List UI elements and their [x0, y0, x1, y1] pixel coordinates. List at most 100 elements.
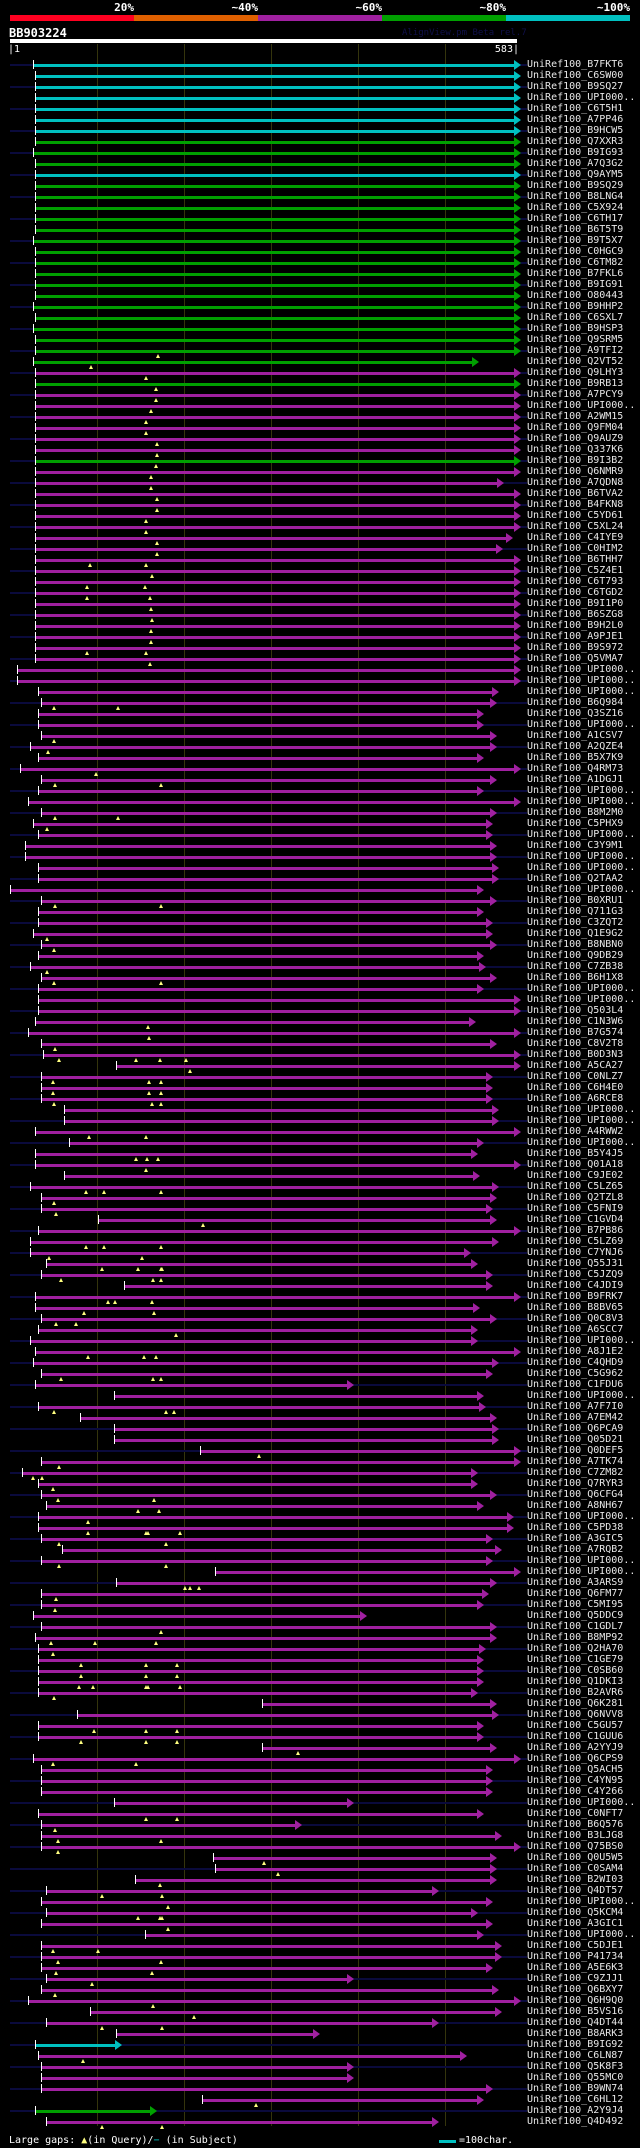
alignment-bar[interactable] [42, 1197, 491, 1200]
hit-label[interactable]: UniRef100_UPI000.. [527, 862, 636, 873]
hit-label[interactable]: UniRef100_UPI000.. [527, 1929, 636, 1940]
hit-label[interactable]: UniRef100_Q6K281 [527, 1698, 624, 1709]
alignment-bar[interactable] [34, 361, 473, 364]
alignment-bar[interactable] [36, 130, 516, 133]
hit-label[interactable]: UniRef100_A8J1E2 [527, 1346, 624, 1357]
alignment-bar[interactable] [30, 1340, 472, 1343]
hit-label[interactable]: UniRef100_C0SB60 [527, 1665, 624, 1676]
hit-label[interactable]: UniRef100_A3GIC1 [527, 1918, 624, 1929]
hit-label[interactable]: UniRef100_C6LN87 [527, 2050, 624, 2061]
hit-label[interactable]: UniRef100_Q9DB29 [527, 950, 624, 961]
alignment-bar[interactable] [38, 724, 478, 727]
alignment-bar[interactable] [36, 119, 516, 122]
alignment-bar[interactable] [42, 1967, 488, 1970]
hit-label[interactable]: UniRef100_C4QHD9 [527, 1357, 624, 1368]
alignment-bar[interactable] [38, 1736, 478, 1739]
hit-label[interactable]: UniRef100_Q6BXY7 [527, 1984, 624, 1995]
alignment-bar[interactable] [38, 878, 493, 881]
hit-label[interactable]: UniRef100_UPI000.. [527, 983, 636, 994]
hit-label[interactable]: UniRef100_UPI000.. [527, 92, 636, 103]
alignment-bar[interactable] [38, 1681, 478, 1684]
hit-label[interactable]: UniRef100_UPI000.. [527, 719, 636, 730]
hit-label[interactable]: UniRef100_B9S972 [527, 642, 624, 653]
hit-label[interactable]: UniRef100_Q1DKI3 [527, 1676, 624, 1687]
alignment-bar[interactable] [42, 735, 491, 738]
alignment-bar[interactable] [36, 526, 516, 529]
hit-label[interactable]: UniRef100_C3ZQT2 [527, 917, 624, 928]
hit-label[interactable]: UniRef100_B8BV65 [527, 1302, 624, 1313]
hit-label[interactable]: UniRef100_A1DGJ1 [527, 774, 624, 785]
alignment-bar[interactable] [117, 2033, 315, 2036]
hit-label[interactable]: UniRef100_Q5VMA7 [527, 653, 624, 664]
hit-label[interactable]: UniRef100_C1GVD4 [527, 1214, 624, 1225]
hit-label[interactable]: UniRef100_B9HCW5 [527, 125, 624, 136]
hit-label[interactable]: UniRef100_C5FNI9 [527, 1203, 624, 1214]
hit-label[interactable]: UniRef100_C1GE79 [527, 1654, 624, 1665]
alignment-bar[interactable] [38, 1230, 516, 1233]
hit-label[interactable]: UniRef100_B8LNG4 [527, 191, 624, 202]
alignment-bar[interactable] [42, 1076, 488, 1079]
hit-label[interactable]: UniRef100_Q9FM04 [527, 422, 624, 433]
alignment-bar[interactable] [42, 1901, 488, 1904]
hit-label[interactable]: UniRef100_B8M2M0 [527, 807, 624, 818]
alignment-bar[interactable] [36, 1131, 516, 1134]
alignment-bar[interactable] [25, 856, 491, 859]
hit-label[interactable]: UniRef100_UPI000.. [527, 1104, 636, 1115]
hit-label[interactable]: UniRef100_Q6NVV8 [527, 1709, 624, 1720]
hit-label[interactable]: UniRef100_B5Y4J5 [527, 1148, 624, 1159]
hit-label[interactable]: UniRef100_Q9SRM5 [527, 334, 624, 345]
alignment-bar[interactable] [36, 482, 498, 485]
alignment-bar[interactable] [42, 1087, 488, 1090]
alignment-bar[interactable] [36, 1384, 349, 1387]
hit-label[interactable]: UniRef100_B6T5T9 [527, 224, 624, 235]
hit-label[interactable]: UniRef100_A2QZE4 [527, 741, 624, 752]
alignment-bar[interactable] [38, 999, 516, 1002]
hit-label[interactable]: UniRef100_UPI000.. [527, 884, 636, 895]
hit-label[interactable]: UniRef100_C8V2T8 [527, 1038, 624, 1049]
hit-label[interactable]: UniRef100_Q711G3 [527, 906, 624, 917]
alignment-bar[interactable] [115, 1439, 493, 1442]
alignment-bar[interactable] [36, 405, 516, 408]
hit-label[interactable]: UniRef100_Q01A18 [527, 1159, 624, 1170]
alignment-bar[interactable] [47, 1890, 433, 1893]
hit-label[interactable]: UniRef100_C5LZ69 [527, 1236, 624, 1247]
hit-label[interactable]: UniRef100_Q0DEF5 [527, 1445, 624, 1456]
hit-label[interactable]: UniRef100_B6TVA2 [527, 488, 624, 499]
hit-label[interactable]: UniRef100_Q2TAA2 [527, 873, 624, 884]
hit-label[interactable]: UniRef100_Q1E9G2 [527, 928, 624, 939]
alignment-bar[interactable] [117, 1582, 491, 1585]
alignment-bar[interactable] [36, 2110, 151, 2113]
hit-label[interactable]: UniRef100_Q5ACH5 [527, 1764, 624, 1775]
hit-label[interactable]: UniRef100_B9WN74 [527, 2083, 624, 2094]
alignment-bar[interactable] [64, 1120, 493, 1123]
alignment-bar[interactable] [34, 328, 516, 331]
hit-label[interactable]: UniRef100_UPI000.. [527, 1896, 636, 1907]
hit-label[interactable]: UniRef100_UPI000.. [527, 851, 636, 862]
alignment-bar[interactable] [70, 1142, 478, 1145]
alignment-bar[interactable] [42, 1791, 488, 1794]
alignment-bar[interactable] [38, 2055, 462, 2058]
alignment-bar[interactable] [36, 1351, 516, 1354]
hit-label[interactable]: UniRef100_B9HSP3 [527, 323, 624, 334]
alignment-bar[interactable] [36, 504, 516, 507]
alignment-bar[interactable] [36, 394, 516, 397]
alignment-bar[interactable] [38, 955, 478, 958]
alignment-bar[interactable] [38, 922, 488, 925]
hit-label[interactable]: UniRef100_Q05D21 [527, 1434, 624, 1445]
alignment-bar[interactable] [36, 196, 516, 199]
alignment-bar[interactable] [36, 460, 516, 463]
hit-label[interactable]: UniRef100_A7QDN8 [527, 477, 624, 488]
alignment-bar[interactable] [115, 1395, 478, 1398]
alignment-bar[interactable] [38, 691, 493, 694]
alignment-bar[interactable] [47, 1505, 478, 1508]
alignment-bar[interactable] [36, 163, 516, 166]
hit-label[interactable]: UniRef100_C7ZM82 [527, 1467, 624, 1478]
alignment-bar[interactable] [17, 680, 516, 683]
hit-label[interactable]: UniRef100_UPI000.. [527, 1390, 636, 1401]
hit-label[interactable]: UniRef100_C6T5H1 [527, 103, 624, 114]
alignment-bar[interactable] [36, 559, 516, 562]
hit-label[interactable]: UniRef100_UPI000.. [527, 1115, 636, 1126]
hit-label[interactable]: UniRef100_C1GDL7 [527, 1621, 624, 1632]
alignment-bar[interactable] [42, 1769, 488, 1772]
alignment-bar[interactable] [216, 1868, 491, 1871]
